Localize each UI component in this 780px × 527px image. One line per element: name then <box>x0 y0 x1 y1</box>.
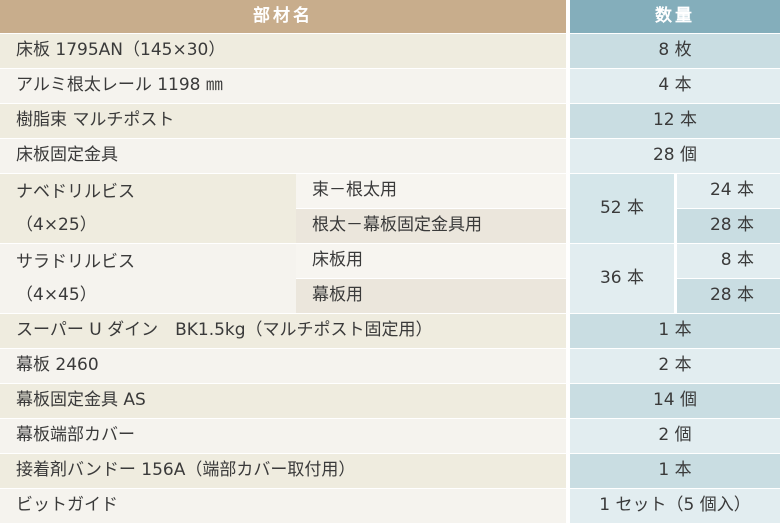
table-row: ナベドリルビス （4×25） 束－根太用 52 本 24 本 <box>0 173 780 243</box>
table-row: 床板固定金具 28 個 <box>0 138 780 173</box>
part-quantity: 1 セット（5 個入） <box>566 488 780 523</box>
part-name: ビットガイド <box>0 488 566 523</box>
part-quantity: 2 本 <box>566 348 780 383</box>
screw-name-line1: ナベドリルビス <box>16 182 135 203</box>
screw-use: 根太－幕板固定金具用 <box>296 208 566 243</box>
table-row: 根太－幕板固定金具用 28 本 <box>0 208 780 243</box>
table-row: 接着剤バンドー 156A（端部カバー取付用） 1 本 <box>0 453 780 488</box>
table-row: 幕板固定金具 AS 14 個 <box>0 383 780 418</box>
part-name: 樹脂束 マルチポスト <box>0 103 566 138</box>
part-quantity: 2 個 <box>566 418 780 453</box>
header-part-name: 部材名 <box>0 0 566 33</box>
table-row: アルミ根太レール 1198 ㎜ 4 本 <box>0 68 780 103</box>
part-quantity: 14 個 <box>566 383 780 418</box>
screw-use: 幕板用 <box>296 278 566 313</box>
part-name: 接着剤バンドー 156A（端部カバー取付用） <box>0 453 566 488</box>
part-quantity: 1 本 <box>566 453 780 488</box>
table-row: 床板 1795AN（145×30） 8 枚 <box>0 33 780 68</box>
part-quantity: 1 本 <box>566 313 780 348</box>
part-quantity: 12 本 <box>566 103 780 138</box>
part-name: 幕板 2460 <box>0 348 566 383</box>
screw-name-line2: （4×25） <box>16 214 97 235</box>
part-name: 床板 1795AN（145×30） <box>0 33 566 68</box>
screw-sub-quantity: 28 本 <box>674 208 780 243</box>
screw-sub-quantity: 28 本 <box>674 278 780 313</box>
table-row: スーパー U ダイン BK1.5kg（マルチポスト固定用） 1 本 <box>0 313 780 348</box>
table-row: 幕板用 28 本 <box>0 278 780 313</box>
screw-use: 床板用 <box>296 243 566 278</box>
table-row: サラドリルビス （4×45） 床板用 36 本 8 本 <box>0 243 780 313</box>
table-row: 幕板端部カバー 2 個 <box>0 418 780 453</box>
part-quantity: 28 個 <box>566 138 780 173</box>
header-quantity: 数量 <box>566 0 780 33</box>
screw-total: 52 本 <box>566 173 674 243</box>
part-name: アルミ根太レール 1198 ㎜ <box>0 68 566 103</box>
table-row: 樹脂束 マルチポスト 12 本 <box>0 103 780 138</box>
part-name: 幕板端部カバー <box>0 418 566 453</box>
table-row: 幕板 2460 2 本 <box>0 348 780 383</box>
screw-name: サラドリルビス （4×45） <box>0 243 296 313</box>
part-name: スーパー U ダイン BK1.5kg（マルチポスト固定用） <box>0 313 566 348</box>
screw-name-line1: サラドリルビス <box>16 252 135 273</box>
screw-sub-quantity: 8 本 <box>674 243 780 278</box>
screw-sub-quantity: 24 本 <box>674 173 780 208</box>
screw-name-line2: （4×45） <box>16 284 97 305</box>
part-quantity: 8 枚 <box>566 33 780 68</box>
screw-name: ナベドリルビス （4×25） <box>0 173 296 243</box>
part-name: 床板固定金具 <box>0 138 566 173</box>
part-quantity: 4 本 <box>566 68 780 103</box>
header-row: 部材名 数量 <box>0 0 780 33</box>
screw-total: 36 本 <box>566 243 674 313</box>
screw-use: 束－根太用 <box>296 173 566 208</box>
table-row: ビットガイド 1 セット（5 個入） <box>0 488 780 523</box>
part-name: 幕板固定金具 AS <box>0 383 566 418</box>
